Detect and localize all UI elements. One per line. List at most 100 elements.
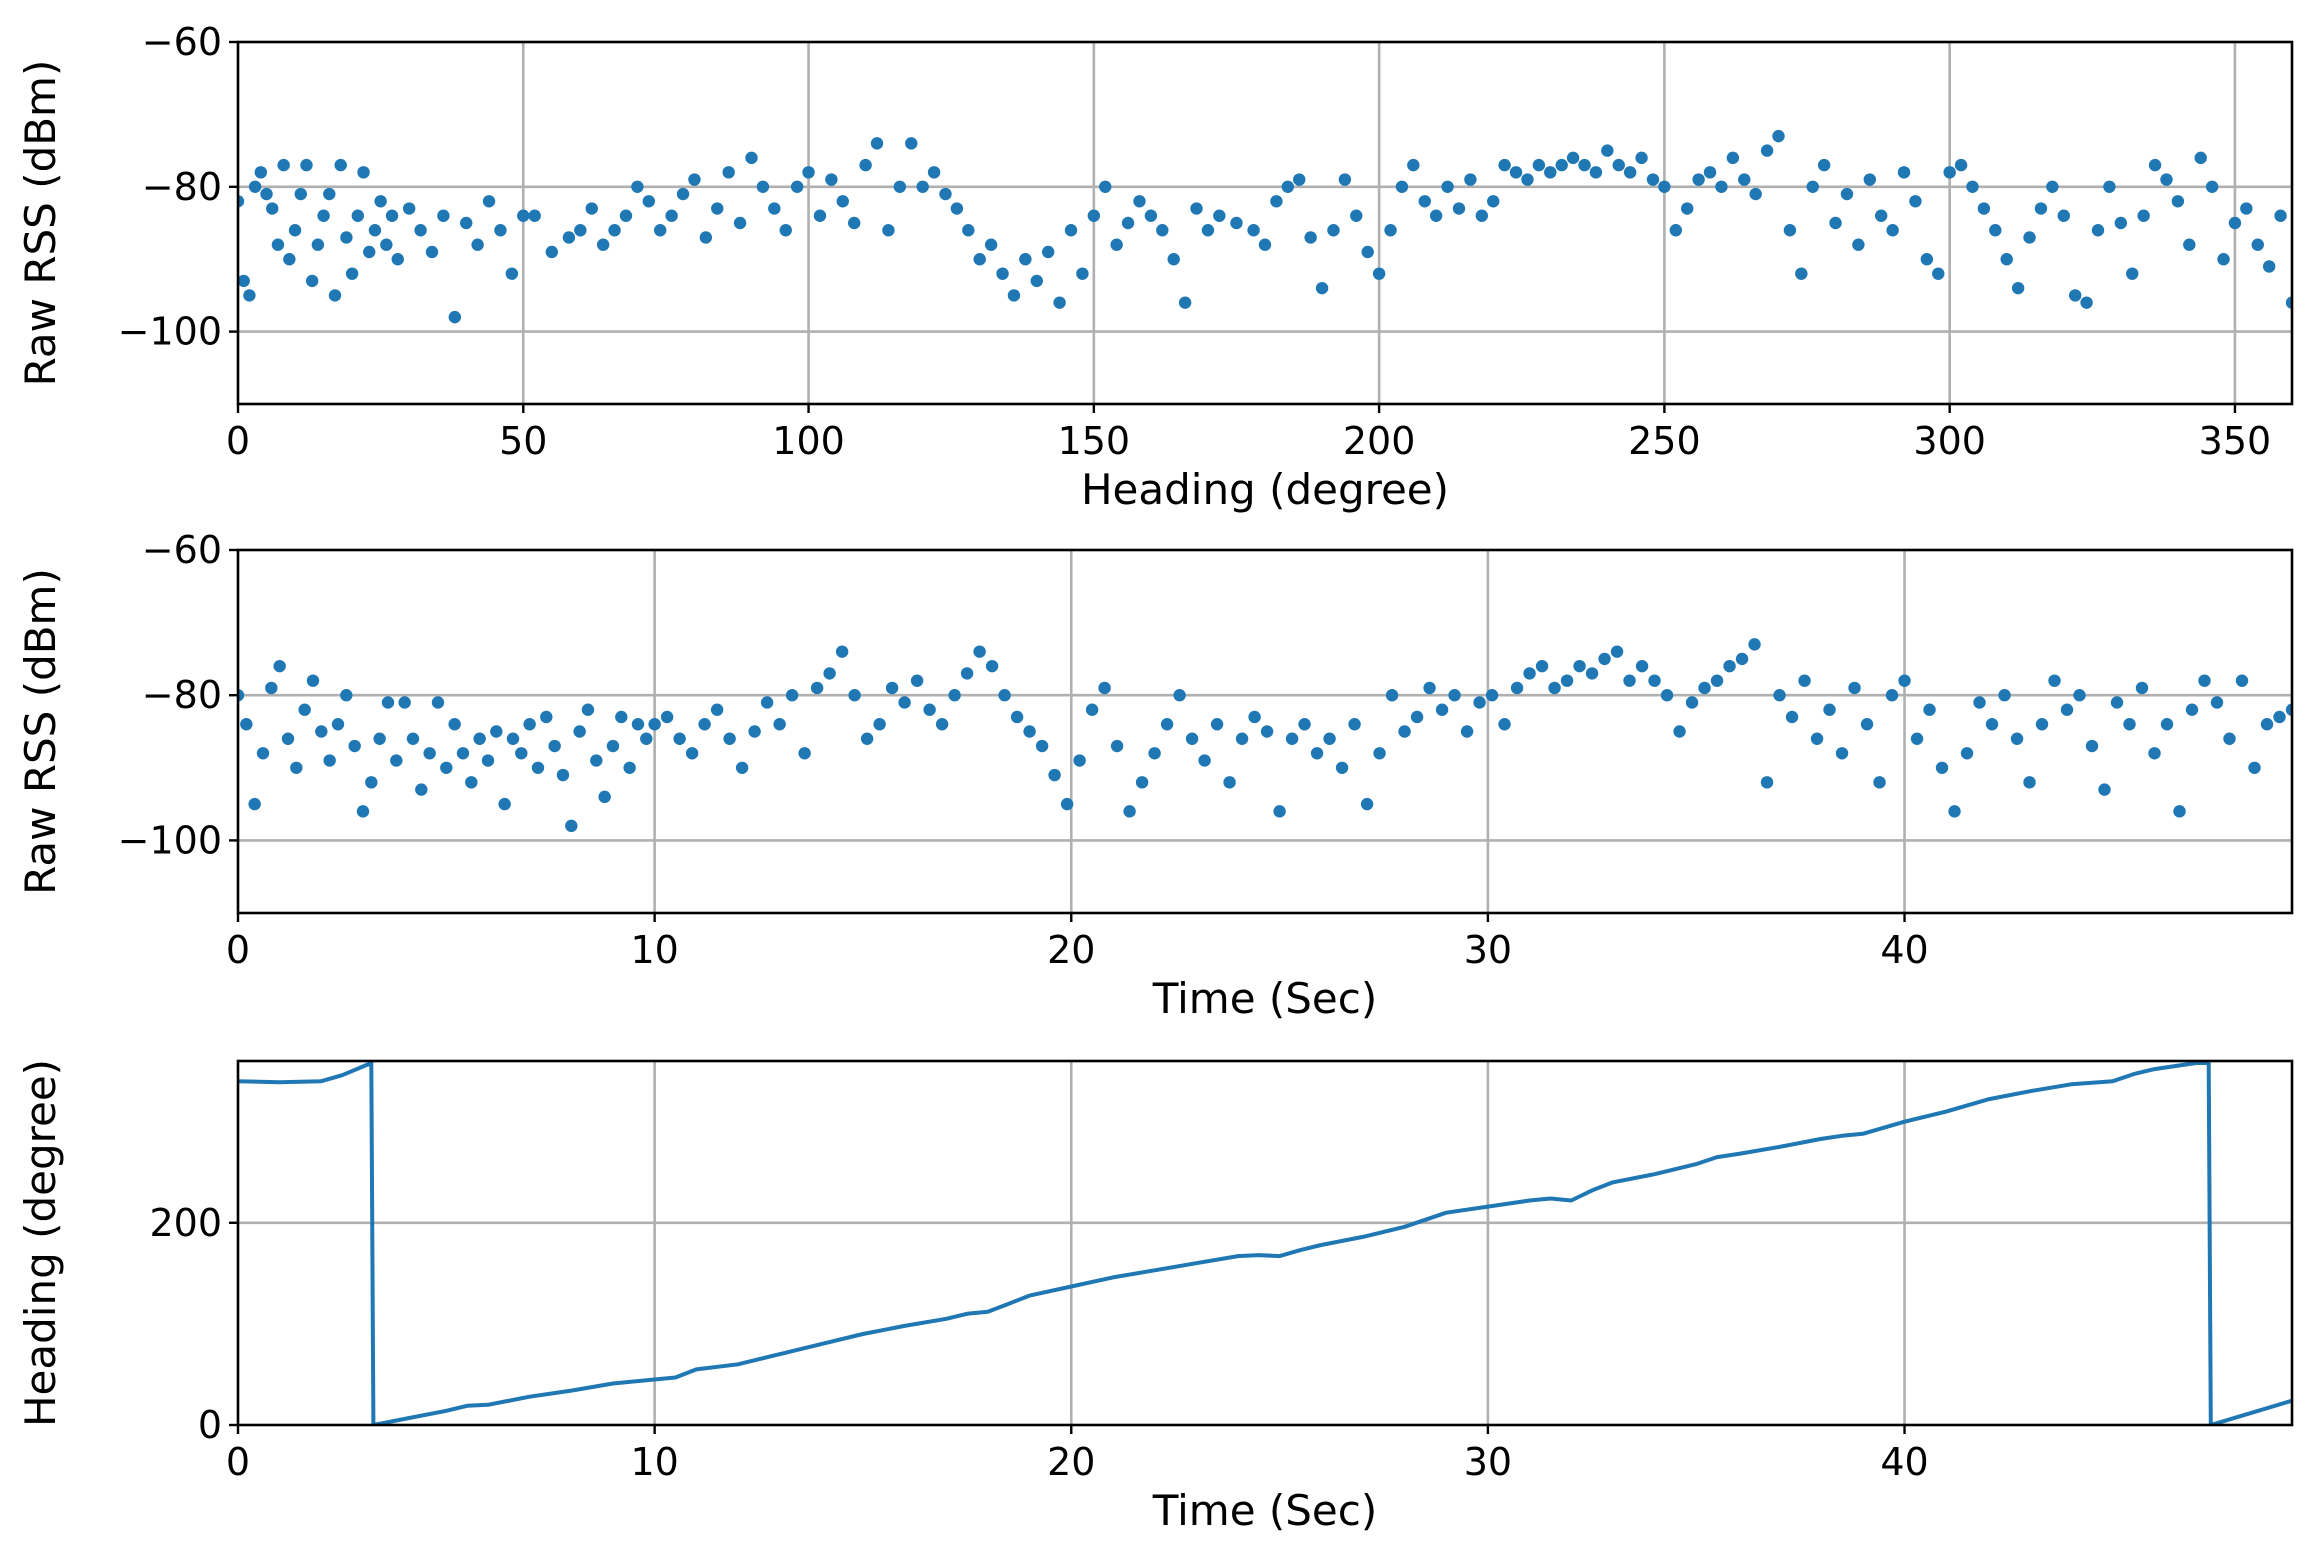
data-point: [1806, 180, 1819, 193]
x-tick-label: 0: [226, 928, 250, 972]
data-point: [1610, 645, 1624, 658]
data-point: [2135, 681, 2149, 695]
data-point: [688, 173, 701, 186]
data-point: [1048, 768, 1061, 782]
data-point: [1248, 710, 1261, 724]
data-point: [331, 718, 345, 731]
data-point: [1360, 797, 1374, 811]
data-point: [1323, 732, 1336, 745]
data-point: [835, 645, 849, 658]
data-point: [825, 173, 838, 186]
data-point: [950, 202, 964, 215]
data-point: [598, 790, 611, 804]
data-point: [306, 674, 320, 687]
data-point: [528, 209, 541, 222]
data-point: [948, 689, 961, 702]
data-point: [760, 696, 774, 709]
data-point: [548, 739, 561, 753]
data-point: [1372, 267, 1386, 280]
data-point: [1361, 245, 1374, 259]
data-point: [1589, 166, 1603, 179]
data-point: [1948, 805, 1961, 818]
data-point: [745, 151, 758, 165]
data-point: [2274, 209, 2287, 222]
data-point: [406, 732, 420, 745]
data-point: [2198, 674, 2211, 687]
data-point: [1121, 216, 1135, 230]
data-point: [735, 761, 749, 774]
y-tick-label: −60: [142, 528, 222, 572]
data-point: [1578, 158, 1591, 172]
data-point: [1373, 747, 1386, 760]
data-point: [465, 776, 478, 789]
data-point: [2240, 202, 2253, 215]
data-point: [1173, 689, 1186, 702]
data-point: [1073, 754, 1086, 767]
data-point: [885, 681, 899, 695]
data-point: [905, 137, 918, 150]
data-point: [1019, 253, 1032, 266]
data-point: [1335, 761, 1349, 774]
data-point: [238, 274, 250, 288]
data-point: [2123, 718, 2136, 731]
data-point: [574, 224, 587, 237]
data-point: [1441, 180, 1454, 193]
data-point: [1464, 173, 1477, 186]
data-point: [960, 667, 974, 680]
x-tick-label: 350: [2199, 419, 2272, 463]
data-point: [515, 747, 528, 760]
data-point: [1658, 180, 1671, 193]
data-point: [648, 718, 661, 731]
y-tick-label: −80: [142, 165, 222, 209]
data-point: [1873, 776, 1886, 789]
x-tick-label: 40: [1880, 1440, 1928, 1484]
data-point: [1960, 747, 1974, 760]
data-point: [323, 187, 336, 201]
data-point: [238, 195, 245, 208]
data-point: [939, 187, 952, 201]
data-point: [565, 819, 578, 833]
data-point: [985, 659, 999, 673]
data-point: [916, 180, 929, 193]
data-point: [448, 718, 461, 731]
x-axis-label: Time (Sec): [1152, 1486, 1378, 1535]
data-point: [2046, 180, 2059, 193]
data-point: [240, 718, 253, 731]
y-tick-label: −60: [142, 20, 222, 64]
data-point: [1260, 725, 1274, 738]
data-point: [710, 703, 724, 716]
data-point: [1673, 725, 1686, 738]
data-point: [2160, 173, 2173, 186]
data-point: [2210, 696, 2224, 709]
data-point: [722, 166, 735, 179]
data-point: [660, 710, 674, 724]
data-point: [2235, 674, 2249, 687]
data-point: [300, 158, 313, 172]
data-point: [1448, 689, 1461, 702]
x-tick-label: 20: [1047, 928, 1095, 972]
data-point: [456, 747, 470, 760]
data-point: [1566, 151, 1580, 165]
data-point: [248, 797, 261, 811]
data-point: [2273, 710, 2286, 724]
data-point: [615, 710, 628, 724]
x-tick-label: 50: [499, 419, 547, 463]
data-layer: [238, 129, 2292, 324]
data-point: [1909, 195, 1922, 208]
data-point: [1726, 151, 1740, 165]
rss-vs-time-panel: 0 10 20 30 40 −60 −80 −100 Time (Sec) Raw RSS (dB…: [16, 528, 2294, 1023]
data-point: [1523, 667, 1536, 680]
data-point: [1715, 180, 1728, 193]
data-point: [698, 718, 711, 731]
data-point: [973, 253, 986, 266]
plot-frame: [236, 1059, 2294, 1427]
x-tick-label: 10: [630, 1440, 678, 1484]
data-point: [414, 224, 427, 237]
data-point: [1160, 718, 1174, 731]
data-point: [2251, 238, 2264, 251]
data-point: [273, 659, 286, 673]
plot-frame: [236, 548, 2294, 915]
data-point: [1258, 238, 1272, 251]
data-point: [448, 310, 462, 324]
data-point: [1213, 209, 1226, 222]
